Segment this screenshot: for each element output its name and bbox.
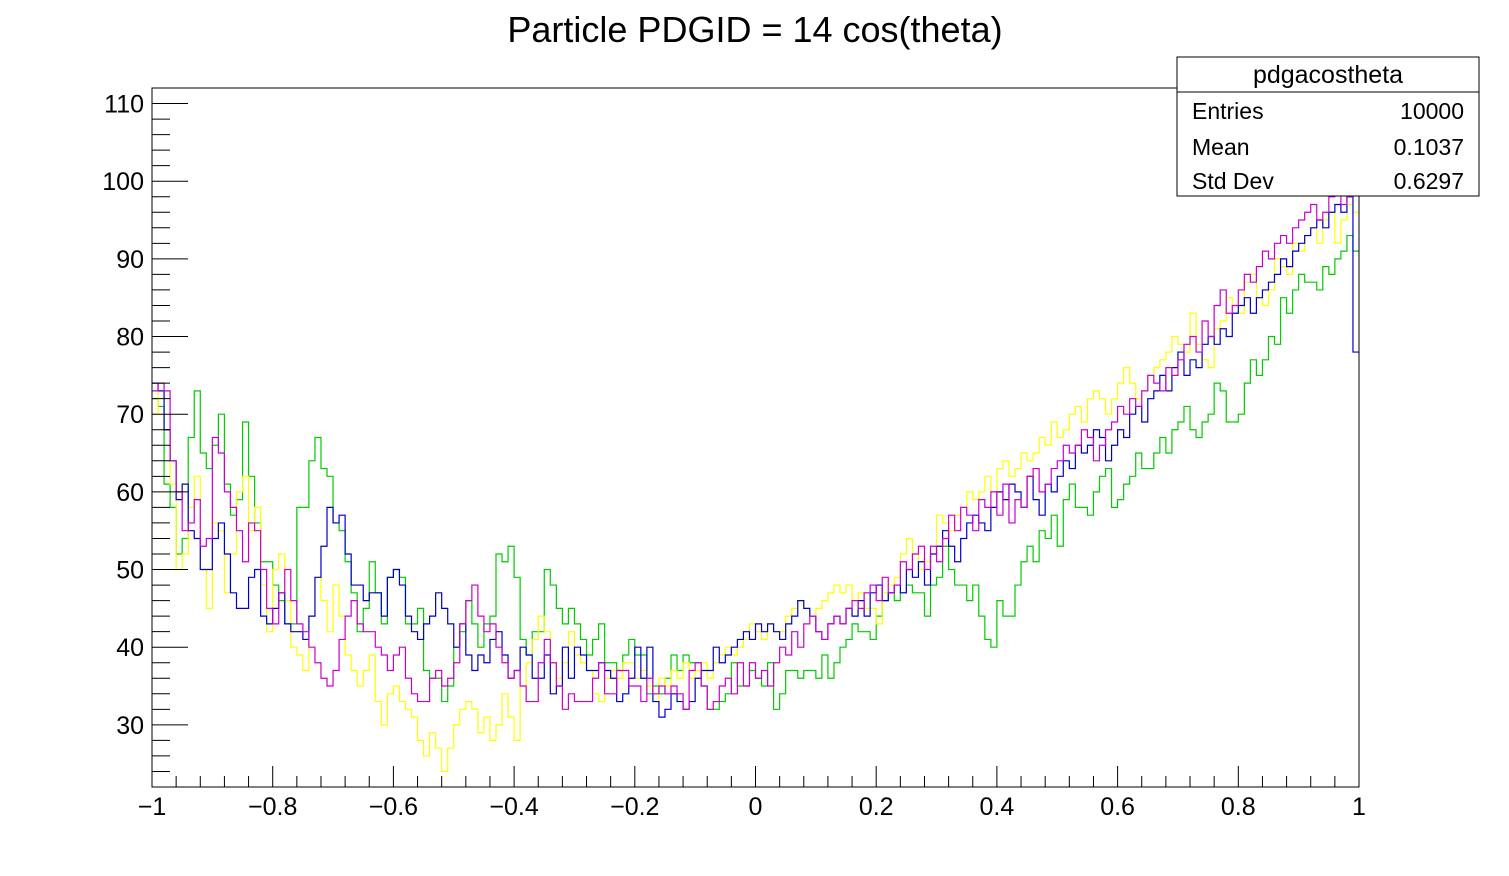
x-tick-label: 0 bbox=[749, 793, 763, 821]
y-tick-label: 90 bbox=[116, 246, 144, 274]
stats-mean-value: 0.1037 bbox=[1394, 134, 1464, 160]
x-tick-label: −0.6 bbox=[369, 793, 418, 821]
histogram-series-2 bbox=[152, 196, 1359, 718]
x-tick-label: −1 bbox=[138, 793, 167, 821]
y-tick-label: 110 bbox=[104, 91, 144, 119]
y-tick-label: 80 bbox=[116, 324, 144, 352]
x-tick-label: 1 bbox=[1352, 793, 1366, 821]
y-axis: 30 40 50 60 70 80 90 100 110 bbox=[102, 87, 188, 788]
y-tick-label: 30 bbox=[116, 712, 144, 740]
stats-entries-value: 10000 bbox=[1400, 98, 1464, 124]
stats-box: pdgacostheta Entries 10000 Mean 0.1037 S… bbox=[1176, 56, 1480, 197]
stats-entries-label: Entries bbox=[1192, 98, 1264, 124]
stats-stddev-label: Std Dev bbox=[1192, 168, 1274, 194]
y-tick-label: 60 bbox=[116, 479, 144, 507]
stats-mean-label: Mean bbox=[1192, 134, 1250, 160]
stats-box-frame bbox=[1176, 56, 1480, 197]
x-tick-label: 0.4 bbox=[980, 793, 1015, 821]
stats-box-title: pdgacostheta bbox=[1253, 61, 1403, 89]
y-tick-label: 100 bbox=[102, 168, 144, 196]
y-tick-label: 70 bbox=[116, 401, 144, 429]
chart-title: Particle PDGID = 14 cos(theta) bbox=[507, 9, 1002, 50]
x-tick-label: −0.4 bbox=[489, 793, 538, 821]
y-tick-label: 50 bbox=[116, 557, 144, 585]
histogram-series-3 bbox=[152, 180, 1359, 710]
series-group bbox=[152, 180, 1359, 773]
stats-stddev-value: 0.6297 bbox=[1394, 168, 1464, 194]
x-tick-label: 0.2 bbox=[859, 793, 894, 821]
x-tick-label: 0.6 bbox=[1100, 793, 1135, 821]
x-axis: −1 −0.8 −0.6 −0.4 −0.2 0 0.2 0.4 0.6 0.8 1 bbox=[138, 766, 1366, 821]
x-tick-label: −0.8 bbox=[248, 793, 297, 821]
x-tick-label: −0.2 bbox=[610, 793, 659, 821]
x-tick-label: 0.8 bbox=[1221, 793, 1256, 821]
y-tick-label: 40 bbox=[116, 634, 144, 662]
